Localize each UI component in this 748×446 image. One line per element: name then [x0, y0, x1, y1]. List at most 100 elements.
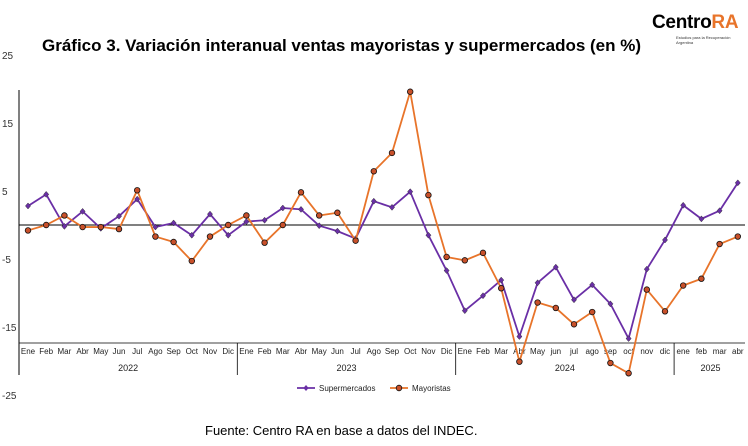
data-point-mayoristas [61, 212, 68, 219]
y-tick-label: 5 [2, 187, 8, 198]
data-point-mayoristas [24, 227, 32, 234]
data-point-supermercados [643, 265, 650, 273]
x-tick-label: Feb [258, 347, 272, 356]
data-point-supermercados [443, 267, 450, 274]
data-point-mayoristas [698, 275, 705, 282]
data-point-supermercados [461, 307, 468, 315]
data-point-mayoristas [152, 233, 159, 240]
data-point-supermercados [170, 219, 177, 227]
data-point-mayoristas [425, 191, 432, 199]
data-point-mayoristas [334, 209, 341, 216]
data-point-mayoristas [607, 359, 614, 367]
y-tick-labels: 25 15 5 -5 -15 -25 [2, 51, 17, 402]
logo-wordmark: CentroRA [652, 12, 739, 34]
x-tick-label: Mar [494, 347, 508, 356]
x-tick-label: Jul [132, 347, 142, 356]
x-tick-label: abr [732, 347, 744, 356]
year-label: 2022 [118, 363, 138, 373]
x-tick-label: Feb [476, 347, 490, 356]
data-point-mayoristas [206, 233, 214, 240]
y-tick-label: 25 [2, 51, 14, 62]
x-tick-label: May [312, 347, 327, 356]
x-tick-label: mar [713, 347, 727, 356]
data-point-supermercados [79, 208, 86, 215]
data-point-supermercados [625, 335, 632, 342]
data-point-supermercados [225, 231, 232, 239]
data-point-mayoristas [170, 238, 177, 246]
data-point-mayoristas [680, 282, 687, 289]
legend-label-mayoristas: Mayoristas [412, 384, 451, 393]
x-tick-label: May [530, 347, 545, 356]
x-tick-label: Mar [58, 347, 72, 356]
x-tick-label: Ene [21, 347, 36, 356]
y-tick-label: 15 [2, 119, 14, 130]
data-point-supermercados [698, 215, 705, 223]
x-tick-label: ene [677, 347, 691, 356]
data-point-supermercados [243, 218, 250, 225]
data-point-supermercados [516, 333, 523, 340]
x-tick-label: Nov [203, 347, 217, 356]
data-point-mayoristas [461, 257, 468, 264]
data-point-mayoristas [79, 223, 86, 231]
data-point-mayoristas [516, 358, 523, 365]
x-tick-label: oct [623, 347, 634, 356]
data-point-mayoristas [133, 187, 141, 194]
data-point-mayoristas [224, 221, 232, 229]
legend-marker-mayoristas [395, 384, 403, 392]
logo-tagline: Estudios para la Recuperación Argentina [676, 35, 731, 45]
year-label: 2023 [336, 363, 356, 373]
x-tick-label: Oct [404, 347, 417, 356]
data-point-mayoristas [552, 304, 559, 312]
x-tick-label: Oct [186, 347, 199, 356]
data-point-supermercados [680, 201, 687, 209]
data-point-mayoristas [498, 285, 505, 292]
data-point-supermercados [607, 300, 614, 308]
data-point-supermercados [334, 227, 341, 235]
x-tick-label: Abr [76, 347, 89, 356]
x-tick-label: Jul [350, 347, 360, 356]
data-point-supermercados [662, 236, 668, 244]
data-point-mayoristas [643, 286, 650, 293]
x-tick-label: Mar [276, 347, 290, 356]
x-tick-label: ago [586, 347, 600, 356]
data-point-supermercados [589, 281, 596, 289]
x-tick-label: Jun [331, 347, 344, 356]
data-point-mayoristas [316, 212, 323, 219]
data-point-supermercados [43, 191, 50, 198]
data-point-supermercados [134, 195, 141, 203]
data-point-supermercados [425, 231, 432, 239]
data-point-mayoristas [243, 212, 250, 219]
x-tick-label: dic [660, 347, 670, 356]
x-tick-label: Dic [222, 347, 234, 356]
x-tick-label: feb [696, 347, 708, 356]
data-point-supermercados [25, 202, 31, 210]
data-point-supermercados [152, 223, 159, 231]
y-tick-label: -15 [2, 323, 17, 334]
data-point-supermercados [370, 197, 377, 205]
data-point-mayoristas [589, 308, 596, 316]
x-tick-label: Ene [458, 347, 473, 356]
x-tick-label: nov [640, 347, 653, 356]
centro-ra-logo: CentroRA Estudios para la Recuperación A… [652, 12, 744, 52]
data-point-supermercados [316, 222, 323, 230]
data-point-mayoristas [661, 308, 669, 315]
data-point-supermercados [188, 231, 195, 239]
x-tick-label: May [93, 347, 108, 356]
chart-axes [18, 90, 745, 375]
logo-name-part2: RA [711, 12, 739, 33]
data-point-supermercados [407, 188, 414, 196]
data-point-mayoristas [97, 223, 104, 231]
x-tick-label: jul [569, 347, 578, 356]
chart-title: Gráfico 3. Variación interanual ventas m… [42, 36, 642, 55]
data-point-supermercados [734, 179, 741, 187]
data-point-mayoristas [534, 299, 541, 306]
data-point-supermercados [552, 263, 559, 271]
data-point-supermercados [298, 205, 304, 213]
data-point-supermercados [716, 207, 723, 215]
x-tick-label: Abr [513, 347, 526, 356]
x-tick-label: Feb [39, 347, 53, 356]
data-point-supermercados [534, 279, 541, 287]
x-tick-label: Ago [367, 347, 382, 356]
year-label: 2024 [555, 363, 575, 373]
